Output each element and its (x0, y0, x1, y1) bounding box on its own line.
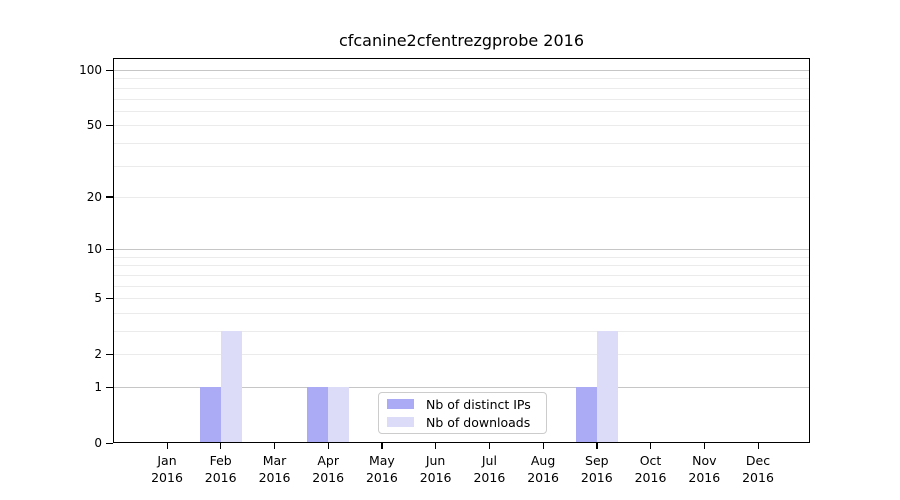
minor-gridline (113, 285, 810, 287)
legend-item: Nb of distinct IPs (387, 397, 538, 412)
y-tick-mark (106, 69, 113, 71)
x-tick-label: Aug 2016 (516, 452, 570, 486)
minor-gridline (113, 87, 810, 89)
x-tick-mark (488, 443, 491, 449)
y-tick-label: 5 (94, 291, 102, 306)
x-tick-year: 2016 (688, 470, 721, 485)
x-tick-month: Jul (481, 453, 497, 468)
x-tick-year: 2016 (204, 470, 237, 485)
x-tick-month: Apr (317, 453, 339, 468)
minor-gridline (113, 274, 810, 276)
minor-gridline (113, 196, 810, 198)
x-tick-month: Mar (262, 453, 287, 468)
x-tick-year: 2016 (312, 470, 345, 485)
x-tick-month: Aug (530, 453, 556, 468)
x-tick-label: Jul 2016 (462, 452, 516, 486)
legend-item: Nb of downloads (387, 415, 538, 430)
x-tick-year: 2016 (527, 470, 559, 485)
x-tick-label: Jun 2016 (409, 452, 463, 486)
x-tick-year: 2016 (419, 470, 452, 485)
x-tick-mark (650, 443, 652, 449)
y-tick-label: 50 (86, 118, 102, 133)
y-tick-label: 100 (79, 63, 102, 77)
x-tick-month: Oct (639, 453, 662, 468)
legend-swatch (387, 417, 414, 427)
minor-gridline (113, 98, 810, 100)
x-tick-year: 2016 (365, 470, 398, 485)
x-tick-mark (703, 443, 706, 449)
x-tick-label: Oct 2016 (624, 452, 678, 486)
x-tick-year: 2016 (473, 470, 506, 485)
y-tick-label: 2 (94, 347, 102, 362)
y-tick-mark (106, 124, 113, 126)
x-tick-year: 2016 (580, 470, 613, 485)
x-tick-label: Nov 2016 (677, 452, 731, 486)
major-gridline (113, 249, 810, 251)
minor-gridline (113, 78, 810, 80)
minor-gridline (113, 110, 810, 112)
minor-gridline (113, 125, 810, 127)
bar-distinct-ips (307, 387, 329, 443)
bar-distinct-ips (199, 387, 221, 443)
x-tick-label: Feb 2016 (194, 452, 248, 486)
x-tick-month: Feb (209, 453, 232, 468)
x-tick-month: Sep (585, 453, 609, 468)
y-tick-mark (106, 442, 113, 444)
minor-gridline (113, 298, 810, 300)
y-tick-mark (106, 386, 113, 388)
x-tick-mark (327, 443, 329, 449)
minor-gridline (113, 312, 810, 314)
x-tick-month: Nov (692, 453, 717, 468)
y-tick-mark (106, 248, 113, 250)
plot-frame (113, 58, 810, 443)
x-tick-year: 2016 (258, 470, 291, 485)
legend-label: Nb of distinct IPs (426, 396, 531, 412)
x-tick-mark (435, 443, 437, 449)
x-tick-label: Dec 2016 (731, 452, 785, 486)
x-tick-label: Sep 2016 (570, 452, 624, 486)
x-tick-year: 2016 (151, 470, 183, 485)
minor-gridline (113, 331, 810, 332)
x-tick-label: Apr 2016 (301, 452, 355, 486)
y-tick-label: 20 (86, 189, 102, 204)
y-tick-mark (106, 353, 113, 355)
minor-gridline (113, 142, 810, 144)
x-tick-label: Mar 2016 (248, 452, 302, 486)
major-gridline (113, 387, 810, 388)
x-tick-mark (381, 443, 383, 449)
x-tick-year: 2016 (634, 470, 667, 485)
x-tick-mark (596, 443, 598, 449)
bar-downloads (328, 387, 350, 443)
x-tick-label: May 2016 (355, 452, 409, 486)
legend-label: Nb of downloads (426, 414, 531, 430)
x-tick-month: May (368, 453, 395, 468)
legend: Nb of distinct IPs Nb of downloads (378, 392, 547, 434)
minor-gridline (113, 354, 810, 356)
legend-swatch (387, 399, 414, 409)
y-tick-mark (106, 196, 113, 198)
y-tick-mark (106, 297, 113, 299)
minor-gridline (113, 165, 810, 167)
y-tick-label: 1 (94, 380, 102, 394)
x-tick-year: 2016 (742, 470, 774, 485)
major-gridline (113, 70, 810, 71)
x-tick-mark (542, 443, 544, 449)
minor-gridline (113, 265, 810, 267)
y-tick-label: 10 (86, 242, 102, 257)
x-tick-month: Jun (425, 453, 446, 468)
x-tick-month: Jan (157, 453, 177, 468)
chart-title: cfcanine2cfentrezgprobe 2016 (338, 31, 585, 50)
bar-downloads (220, 331, 242, 443)
x-tick-label: Jan 2016 (140, 452, 194, 486)
y-tick-label: 0 (94, 436, 102, 450)
bar-downloads (596, 331, 618, 443)
x-tick-month: Dec (745, 453, 771, 468)
x-tick-mark (757, 443, 759, 449)
bar-distinct-ips (575, 387, 597, 443)
x-tick-mark (166, 443, 168, 449)
x-tick-mark (220, 443, 222, 449)
minor-gridline (113, 256, 810, 258)
x-tick-mark (274, 443, 276, 449)
